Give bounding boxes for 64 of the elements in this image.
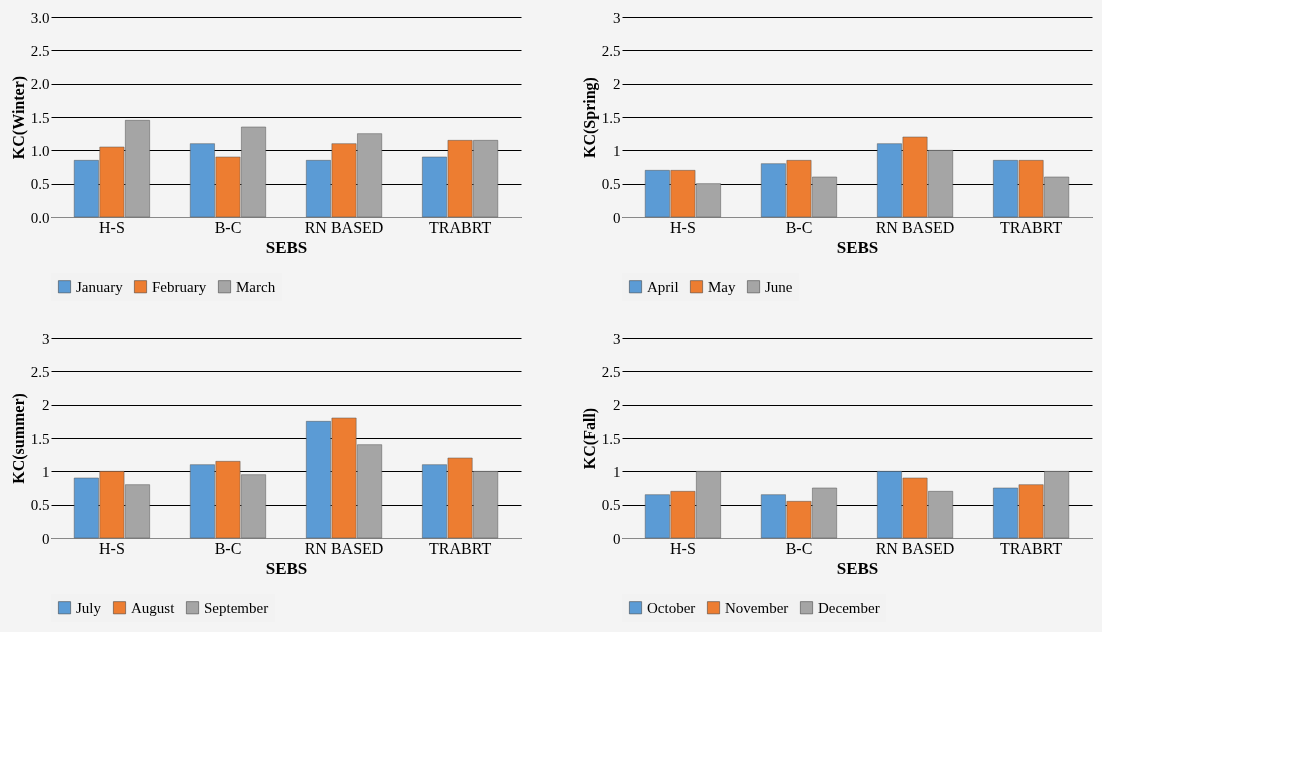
y-tick-label: 2 [613, 397, 621, 414]
x-axis-title: SEBS [265, 558, 308, 578]
legend-label: August [131, 599, 176, 616]
y-tick-label: 1.5 [601, 109, 621, 126]
y-tick-label: 3.0 [30, 9, 50, 26]
x-tick-label: H-S [99, 218, 125, 236]
x-tick-label: B-C [785, 539, 813, 557]
x-tick-label: H-S [670, 218, 696, 236]
y-tick-label: 3 [42, 330, 50, 347]
legend-label: September [204, 599, 269, 616]
y-tick-label: 3 [613, 9, 621, 26]
y-tick-label: 0 [42, 530, 50, 547]
y-axis-title: KC(Winter) [9, 75, 28, 160]
y-tick-label: 2.5 [30, 42, 50, 59]
x-tick-label: TRABRT [1000, 539, 1063, 557]
y-tick-label: 1 [613, 142, 621, 159]
x-tick-label: TRABRT [429, 218, 492, 236]
legend-label: November [725, 599, 789, 616]
x-tick-label: RN BASED [304, 539, 384, 557]
y-tick-label: 1.5 [30, 109, 50, 126]
legend-label: March [236, 278, 276, 295]
y-axis-title: KC(Spring) [580, 77, 599, 158]
x-tick-label: TRABRT [1000, 218, 1063, 236]
x-axis-title: SEBS [265, 237, 308, 257]
y-tick-label: 0 [613, 530, 621, 547]
y-tick-label: 2.5 [30, 363, 50, 380]
x-tick-label: RN BASED [875, 539, 955, 557]
x-tick-label: B-C [214, 539, 242, 557]
y-tick-label: 2.5 [601, 363, 621, 380]
legend-label: December [818, 599, 880, 616]
y-tick-label: 2.0 [30, 76, 50, 93]
y-tick-label: 0.5 [601, 497, 621, 514]
legend-label: January [76, 278, 124, 295]
y-axis-title: KC(summer) [9, 393, 28, 484]
y-tick-label: 2.5 [601, 42, 621, 59]
x-tick-label: TRABRT [429, 539, 492, 557]
x-tick-label: B-C [214, 218, 242, 236]
x-tick-label: RN BASED [304, 218, 384, 236]
legend-label: April [647, 278, 679, 295]
y-tick-label: 1 [42, 463, 50, 480]
x-tick-label: B-C [785, 218, 813, 236]
y-tick-label: 1.0 [30, 142, 50, 159]
x-axis-title: SEBS [836, 558, 879, 578]
y-tick-label: 0.5 [30, 497, 50, 514]
legend-label: February [152, 278, 207, 295]
x-tick-label: H-S [670, 539, 696, 557]
y-tick-label: 1 [613, 463, 621, 480]
y-tick-label: 3 [613, 330, 621, 347]
y-tick-label: 0.5 [601, 176, 621, 193]
y-tick-label: 0.5 [30, 176, 50, 193]
y-tick-label: 1.5 [30, 430, 50, 447]
x-axis-title: SEBS [836, 237, 879, 257]
legend-label: May [708, 278, 736, 295]
y-tick-label: 0.0 [30, 209, 50, 226]
legend-label: July [76, 599, 102, 616]
legend-label: June [765, 278, 793, 295]
y-axis-title: KC(Fall) [580, 407, 599, 470]
y-tick-label: 2 [42, 397, 50, 414]
y-tick-label: 2 [613, 76, 621, 93]
x-tick-label: RN BASED [875, 218, 955, 236]
legend-label: October [647, 599, 696, 616]
y-tick-label: 1.5 [601, 430, 621, 447]
y-tick-label: 0 [613, 209, 621, 226]
x-tick-label: H-S [99, 539, 125, 557]
